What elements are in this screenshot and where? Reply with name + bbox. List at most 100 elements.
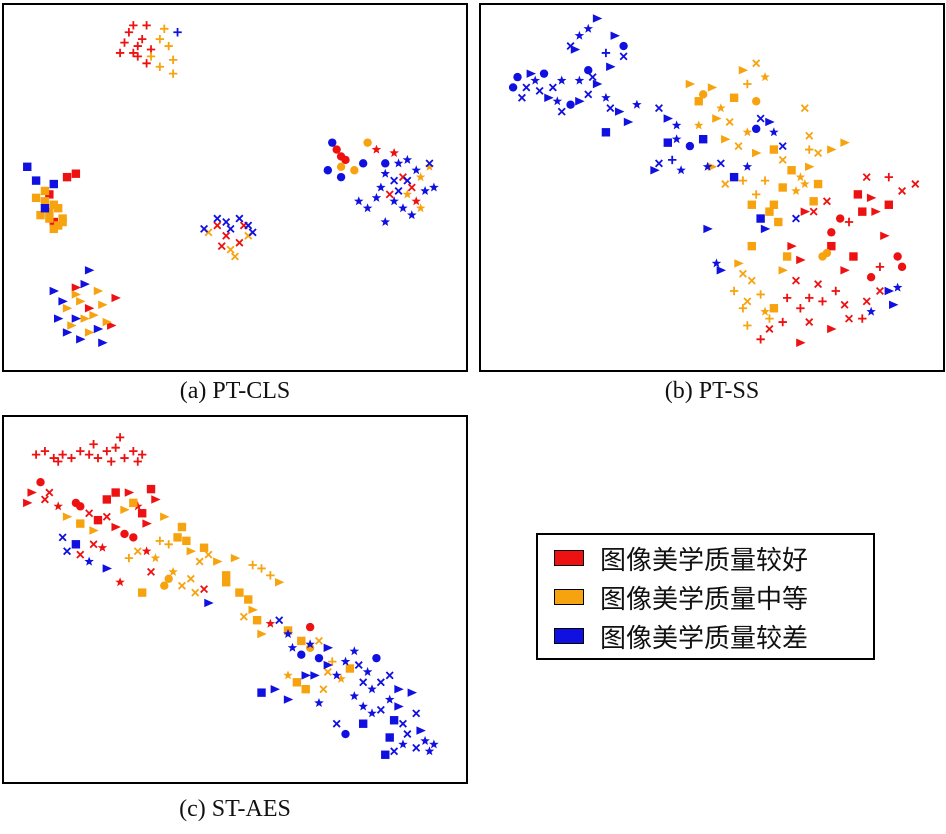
point-poor-tri-9 xyxy=(606,62,616,71)
point-poor-tri-41 xyxy=(58,297,68,306)
point-poor-star-10 xyxy=(376,182,386,192)
point-medium-tri-5 xyxy=(160,512,170,521)
point-good-plus-7 xyxy=(133,52,142,61)
point-good-plus-10 xyxy=(120,453,129,463)
point-medium-square-31 xyxy=(747,200,756,209)
point-good-cross-26 xyxy=(791,276,800,285)
point-good-square-22 xyxy=(45,190,54,199)
point-medium-tri-31 xyxy=(76,297,86,306)
point-medium-cross-12 xyxy=(725,117,734,126)
point-good-plus-2 xyxy=(49,453,58,463)
point-good-plus-12 xyxy=(137,450,147,459)
point-good-cross-46 xyxy=(200,585,209,594)
point-good-star-47 xyxy=(265,618,276,628)
point-poor-star-0 xyxy=(583,23,593,33)
point-poor-star-8 xyxy=(287,642,298,652)
point-poor-cross-42 xyxy=(390,747,399,756)
point-medium-cross-47 xyxy=(319,685,328,694)
point-poor-star-19 xyxy=(354,196,364,206)
point-good-cross-21 xyxy=(40,495,49,504)
point-poor-star-13 xyxy=(407,210,417,220)
point-poor-star-34 xyxy=(632,99,642,109)
point-good-tri-9 xyxy=(880,231,890,240)
point-poor-star-8 xyxy=(402,154,413,164)
point-good-plus-6 xyxy=(115,48,125,58)
point-poor-cross-30 xyxy=(235,214,244,223)
point-medium-cross-23 xyxy=(186,574,195,583)
panel-pt-cls xyxy=(2,3,468,372)
point-medium-plus-31 xyxy=(266,571,275,580)
point-good-cross-15 xyxy=(862,173,871,182)
point-poor-star-51 xyxy=(314,698,324,707)
point-poor-star-23 xyxy=(557,75,567,85)
scatter-plot-pt-cls xyxy=(23,21,439,347)
point-medium-star-18 xyxy=(150,553,161,563)
point-poor-tri-48 xyxy=(283,695,294,704)
point-good-cross-40 xyxy=(89,540,98,549)
point-poor-circle-3 xyxy=(336,172,346,182)
legend-item-good: 图像美学质量较好 xyxy=(554,543,808,576)
point-medium-plus-49 xyxy=(738,304,748,313)
point-poor-star-15 xyxy=(340,656,351,666)
point-medium-plus-43 xyxy=(328,657,337,666)
point-good-cross-34 xyxy=(845,314,854,323)
point-poor-star-16 xyxy=(362,203,373,213)
point-medium-square-33 xyxy=(765,207,774,216)
point-good-plus-36 xyxy=(778,317,787,327)
point-poor-cross-16 xyxy=(517,93,526,102)
point-medium-plus-7 xyxy=(164,540,173,549)
point-poor-star-24 xyxy=(552,96,563,106)
point-poor-square-49 xyxy=(729,172,739,182)
point-good-plus-1 xyxy=(40,446,50,456)
point-poor-square-49 xyxy=(257,688,266,697)
point-poor-cross-31 xyxy=(398,719,407,728)
point-medium-circle-7 xyxy=(752,97,761,106)
point-poor-star-37 xyxy=(420,735,430,745)
point-poor-cross-22 xyxy=(376,678,385,687)
point-good-cross-30 xyxy=(102,512,111,521)
point-poor-cross-20 xyxy=(535,86,544,95)
point-good-plus-9 xyxy=(111,443,120,452)
point-poor-tri-39 xyxy=(76,335,86,344)
point-poor-tri-17 xyxy=(526,69,536,78)
point-medium-tri-38 xyxy=(257,629,267,639)
point-medium-tri-8 xyxy=(738,66,749,75)
point-good-plus-2 xyxy=(120,38,129,47)
point-good-cross-14 xyxy=(911,180,920,189)
point-poor-cross-29 xyxy=(226,224,235,233)
point-good-plus-31 xyxy=(796,304,805,313)
legend-swatch-good xyxy=(554,550,584,566)
point-good-plus-9 xyxy=(142,59,151,68)
point-good-cross-18 xyxy=(385,190,394,199)
point-medium-plus-29 xyxy=(248,560,257,570)
point-poor-circle-47 xyxy=(341,729,350,739)
point-poor-tri-35 xyxy=(49,286,59,296)
point-medium-star-13 xyxy=(694,120,704,130)
point-good-star-45 xyxy=(115,577,125,587)
point-good-circle-11 xyxy=(897,262,907,272)
point-poor-star-25 xyxy=(358,701,368,711)
point-medium-cross-44 xyxy=(323,667,332,676)
point-medium-circle-20 xyxy=(164,574,173,583)
point-good-tri-30 xyxy=(107,321,117,330)
point-medium-tri-35 xyxy=(248,605,258,615)
point-medium-square-49 xyxy=(301,685,310,694)
panel-pt-ss xyxy=(479,3,945,372)
point-poor-tri-38 xyxy=(71,314,82,323)
point-poor-tri-57 xyxy=(703,224,713,234)
point-good-plus-0 xyxy=(31,450,41,459)
point-good-square-0 xyxy=(853,190,863,199)
point-good-square-28 xyxy=(102,495,112,504)
point-good-cross-42 xyxy=(875,287,884,295)
point-medium-square-27 xyxy=(221,571,231,580)
point-poor-star-26 xyxy=(367,708,377,718)
point-good-star-22 xyxy=(53,501,63,511)
point-poor-star-39 xyxy=(671,134,682,144)
point-poor-tri-50 xyxy=(270,685,280,694)
point-medium-square-23 xyxy=(31,193,41,203)
point-medium-square-5 xyxy=(729,93,739,102)
point-medium-tri-0 xyxy=(685,79,696,89)
point-good-plus-30 xyxy=(782,293,792,303)
point-poor-tri-29 xyxy=(592,79,603,89)
point-medium-star-9 xyxy=(760,72,770,82)
